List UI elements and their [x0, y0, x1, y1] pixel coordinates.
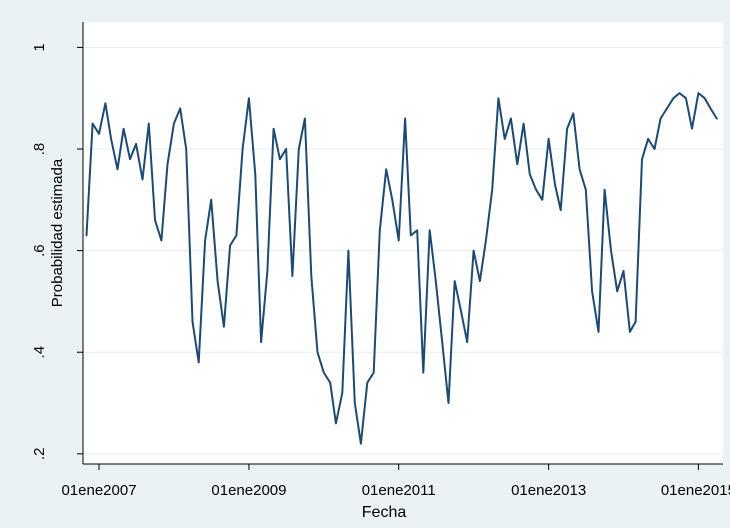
series-line [85, 92, 718, 445]
x-tick-label: 01ene2011 [362, 482, 436, 499]
x-axis-label: Fecha [362, 504, 407, 521]
x-tick-labels: 01ene2007 01ene2009 01ene2011 01ene2013 01en… [61, 482, 730, 499]
y-axis-label: Probabilidad estimada [49, 158, 66, 307]
plot-background [83, 22, 723, 464]
x-tick-label: 01ene2015 [661, 482, 730, 499]
x-tick-label: 01ene2009 [211, 482, 286, 499]
y-tick-label: 1 [31, 43, 48, 51]
y-tick-label: .2 [31, 448, 48, 461]
y-tick-labels: .2 .4 .6 .8 1 [31, 43, 48, 460]
y-tick-label: .4 [31, 346, 48, 359]
series-layer [85, 92, 718, 445]
x-tick-label: 01ene2013 [511, 482, 586, 499]
axes [77, 22, 723, 470]
y-tick-label: .8 [31, 143, 48, 156]
y-tick-label: .6 [31, 244, 48, 257]
x-tick-label: 01ene2007 [61, 482, 136, 499]
